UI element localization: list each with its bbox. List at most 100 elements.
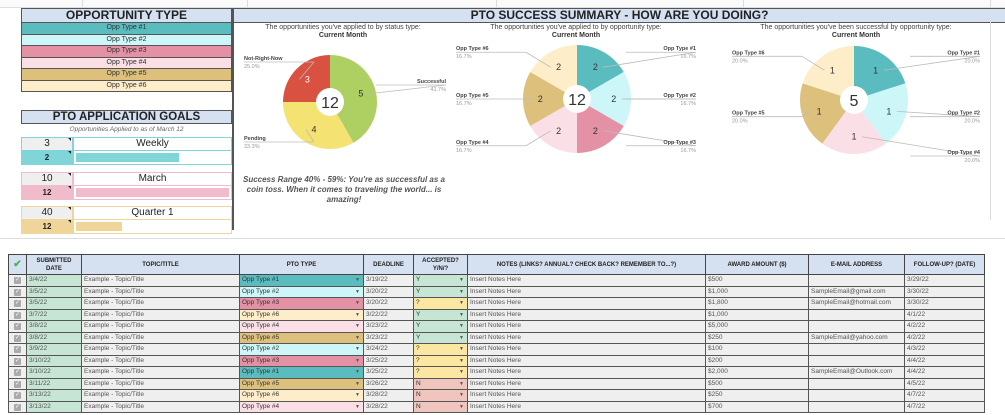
dropdown-arrow-icon[interactable]: ▼ [355, 369, 360, 375]
email-address[interactable]: SampleEmail@gmail.com [808, 285, 905, 298]
notes[interactable]: Insert Notes Here [467, 285, 706, 298]
pto-type-dropdown[interactable]: Opp Type #4 ▼ [239, 400, 364, 413]
submitted-date[interactable]: 3/8/22 [26, 331, 82, 344]
goal-target[interactable]: 10 [22, 173, 72, 185]
pie-slice[interactable] [283, 55, 330, 102]
dropdown-arrow-icon[interactable]: ▼ [459, 288, 464, 295]
follow-up-date[interactable]: 4/1/22 [904, 308, 985, 321]
row-checkbox-cell[interactable]: ✓ [8, 354, 27, 367]
checkbox-checked-icon[interactable]: ✓ [14, 346, 21, 354]
column-header[interactable]: DEADLINE [363, 254, 414, 275]
topic-title[interactable]: Example - Topic/Title [81, 297, 240, 310]
follow-up-date[interactable]: 4/3/22 [904, 343, 985, 356]
deadline[interactable]: 3/20/22 [363, 285, 414, 298]
submitted-date[interactable]: 3/8/22 [26, 320, 82, 333]
email-address[interactable] [808, 377, 905, 390]
accepted-dropdown[interactable]: Y ▼ [413, 308, 468, 321]
dropdown-arrow-icon[interactable]: ▼ [355, 403, 360, 410]
submitted-date[interactable]: 3/7/22 [26, 308, 82, 321]
row-checkbox-cell[interactable]: ✓ [8, 274, 27, 287]
topic-title[interactable]: Example - Topic/Title [81, 285, 240, 298]
pie-slice[interactable] [530, 45, 577, 99]
award-amount[interactable]: $500 [705, 274, 809, 287]
submitted-date[interactable]: 3/5/22 [26, 297, 82, 310]
notes[interactable]: Insert Notes Here [467, 389, 706, 402]
checkbox-checked-icon[interactable]: ✓ [14, 311, 21, 319]
submitted-date[interactable]: 3/13/22 [26, 400, 82, 413]
dropdown-arrow-icon[interactable]: ▼ [355, 380, 360, 387]
follow-up-date[interactable]: 4/2/22 [904, 331, 985, 344]
pie-slice[interactable] [822, 100, 886, 154]
accepted-dropdown[interactable]: Y ▼ [413, 331, 468, 344]
checkbox-checked-icon[interactable]: ✓ [14, 334, 21, 342]
row-checkbox-cell[interactable]: ✓ [8, 377, 27, 390]
pie-slice[interactable] [577, 45, 624, 99]
dropdown-arrow-icon[interactable]: ▼ [459, 334, 464, 341]
deadline[interactable]: 3/20/22 [363, 297, 414, 310]
pto-type-dropdown[interactable]: Opp Type #2 ▼ [239, 285, 364, 298]
follow-up-date[interactable]: 4/7/22 [904, 389, 985, 402]
topic-title[interactable]: Example - Topic/Title [81, 308, 240, 321]
follow-up-date[interactable]: 3/30/22 [904, 297, 985, 310]
topic-title[interactable]: Example - Topic/Title [81, 331, 240, 344]
dropdown-arrow-icon[interactable]: ▼ [459, 369, 464, 375]
column-header[interactable]: AWARD AMOUNT ($) [705, 254, 809, 275]
follow-up-date[interactable]: 4/7/22 [904, 400, 985, 413]
checkbox-checked-icon[interactable]: ✓ [14, 392, 21, 400]
dropdown-arrow-icon[interactable]: ▼ [355, 357, 360, 364]
pie-slice[interactable] [330, 55, 377, 143]
accepted-dropdown[interactable]: N ▼ [413, 389, 468, 402]
email-address[interactable]: SampleEmail@hotmail.com [808, 297, 905, 310]
column-header[interactable]: ACCEPTED? Y/N/? [413, 254, 468, 275]
column-header[interactable]: ✔ [8, 254, 27, 275]
column-header[interactable]: NOTES (LINKS? ANNUAL? CHECK BACK? REMEMB… [467, 254, 706, 275]
topic-title[interactable]: Example - Topic/Title [81, 377, 240, 390]
checkbox-checked-icon[interactable]: ✓ [14, 380, 21, 388]
dropdown-arrow-icon[interactable]: ▼ [355, 346, 360, 352]
notes[interactable]: Insert Notes Here [467, 354, 706, 367]
accepted-dropdown[interactable]: Y ▼ [413, 274, 468, 287]
accepted-dropdown[interactable]: ? ▼ [413, 343, 468, 356]
pto-type-dropdown[interactable]: Opp Type #6 ▼ [239, 389, 364, 402]
award-amount[interactable]: $100 [705, 343, 809, 356]
dropdown-arrow-icon[interactable]: ▼ [459, 392, 464, 398]
award-amount[interactable]: $1,000 [705, 308, 809, 321]
notes[interactable]: Insert Notes Here [467, 320, 706, 333]
email-address[interactable] [808, 389, 905, 402]
award-amount[interactable]: $500 [705, 377, 809, 390]
pie-slice[interactable] [523, 72, 577, 126]
dropdown-arrow-icon[interactable]: ▼ [459, 380, 464, 387]
notes[interactable]: Insert Notes Here [467, 331, 706, 344]
checkbox-checked-icon[interactable]: ✓ [14, 403, 21, 411]
deadline[interactable]: 3/25/22 [363, 354, 414, 367]
notes[interactable]: Insert Notes Here [467, 274, 706, 287]
award-amount[interactable]: $200 [705, 354, 809, 367]
topic-title[interactable]: Example - Topic/Title [81, 274, 240, 287]
dropdown-arrow-icon[interactable]: ▼ [355, 334, 360, 341]
topic-title[interactable]: Example - Topic/Title [81, 354, 240, 367]
notes[interactable]: Insert Notes Here [467, 343, 706, 356]
column-header[interactable]: PTO TYPE [239, 254, 364, 275]
accepted-dropdown[interactable]: ? ▼ [413, 354, 468, 367]
row-checkbox-cell[interactable]: ✓ [8, 297, 27, 310]
email-address[interactable]: SampleEmail@yahoo.com [808, 331, 905, 344]
accepted-dropdown[interactable]: Y ▼ [413, 285, 468, 298]
notes[interactable]: Insert Notes Here [467, 400, 706, 413]
pto-type-dropdown[interactable]: Opp Type #5 ▼ [239, 377, 364, 390]
notes[interactable]: Insert Notes Here [467, 297, 706, 310]
email-address[interactable]: SampleEmail@Outlook.com [808, 366, 905, 379]
deadline[interactable]: 3/23/22 [363, 331, 414, 344]
notes[interactable]: Insert Notes Here [467, 377, 706, 390]
topic-title[interactable]: Example - Topic/Title [81, 320, 240, 333]
checkbox-checked-icon[interactable]: ✓ [14, 288, 21, 296]
submitted-date[interactable]: 3/9/22 [26, 343, 82, 356]
row-checkbox-cell[interactable]: ✓ [8, 389, 27, 402]
topic-title[interactable]: Example - Topic/Title [81, 343, 240, 356]
column-header[interactable]: SUBMITTED DATE [26, 254, 82, 275]
submitted-date[interactable]: 3/10/22 [26, 354, 82, 367]
pto-type-dropdown[interactable]: Opp Type #6 ▼ [239, 308, 364, 321]
goal-target[interactable]: 3 [22, 138, 72, 150]
follow-up-date[interactable]: 4/4/22 [904, 354, 985, 367]
dropdown-arrow-icon[interactable]: ▼ [459, 311, 464, 318]
topic-title[interactable]: Example - Topic/Title [81, 400, 240, 413]
